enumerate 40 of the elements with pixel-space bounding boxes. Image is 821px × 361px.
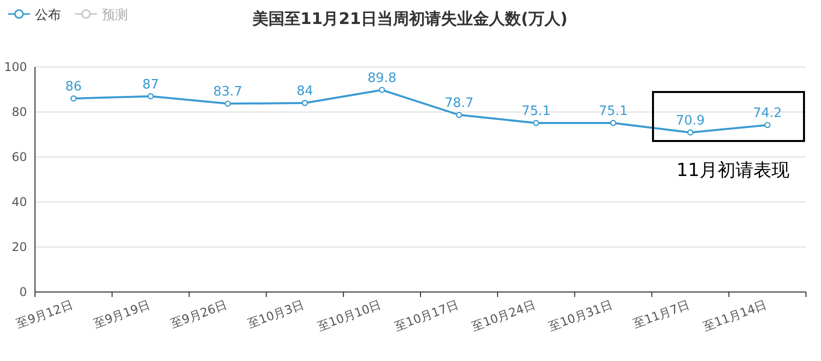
x-tick-label: 至9月19日 [92,298,152,331]
point [687,129,694,136]
annotation: 11月初请表现 [676,160,790,181]
data-label: 74.2 [752,106,782,122]
point [224,100,231,107]
point [610,120,616,126]
point [533,120,540,126]
x-tick-label: 至10月3日 [246,298,306,331]
data-label: 87 [142,77,159,92]
y-tick-label: 100 [4,60,27,74]
data-label: 89.8 [367,70,396,86]
data-label: 84 [296,84,314,99]
point [378,86,386,94]
x-tick-label: 至9月26日 [168,298,229,331]
y-tick-label: 40 [12,195,27,209]
x-tick-label: 至9月12日 [14,298,75,331]
chart-title: 美国至11月21日当周初请失业金人数(万人) [251,9,568,28]
point [70,95,77,102]
x-tick-label: 至10月24日 [470,298,538,334]
x-tick-label: 至10月17日 [392,298,460,334]
point [148,93,154,100]
x-tick-label: 至10月10日 [316,298,383,334]
data-label: 86 [65,80,82,94]
point [456,112,462,118]
y-tick-label: 80 [12,105,27,119]
point [764,122,771,128]
data-label: 75.1 [598,104,628,120]
y-tick-label: 0 [19,285,27,299]
data-label: 83.7 [213,84,242,100]
data-label: 78.7 [444,96,474,111]
legend-label: 公布 [35,8,61,23]
legend-label: 预测 [102,8,128,23]
x-tick-label: 至11月7日 [631,298,692,331]
x-tick-label: 至10月31日 [546,298,614,334]
y-tick-label: 60 [12,150,27,164]
y-tick-label: 20 [12,240,27,254]
data-label: 75.1 [522,104,551,120]
point [302,100,308,106]
x-tick-label: 至11月14日 [701,298,768,334]
data-label: 70.9 [676,113,705,128]
